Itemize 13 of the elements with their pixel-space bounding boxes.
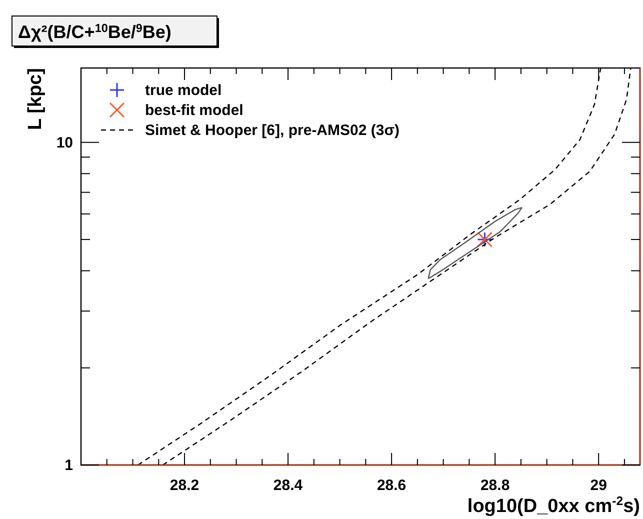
x-axis-title: log10(D_0xx cm$^{-2}$s) bbox=[467, 494, 640, 517]
x-tick-label: 28.8 bbox=[480, 477, 510, 494]
y-tick-label: 1 bbox=[64, 457, 73, 474]
x-tick-label: 28.6 bbox=[376, 477, 406, 494]
legend-label: true model bbox=[145, 82, 222, 99]
x-tick-label: 28.4 bbox=[273, 477, 304, 494]
x-tick-label: 28.2 bbox=[170, 477, 200, 494]
legend-label: Simet & Hooper [6], pre-AMS02 (3σ) bbox=[145, 122, 400, 139]
chart-title: Δχ²(B/C+$^{10}$Be/$^{9}$Be) bbox=[18, 22, 172, 42]
y-tick-label: 10 bbox=[56, 134, 73, 152]
legend-label: best-fit model bbox=[145, 102, 244, 119]
x-tick-label: 29 bbox=[590, 477, 607, 494]
y-axis-title: L [kpc] bbox=[25, 68, 46, 130]
